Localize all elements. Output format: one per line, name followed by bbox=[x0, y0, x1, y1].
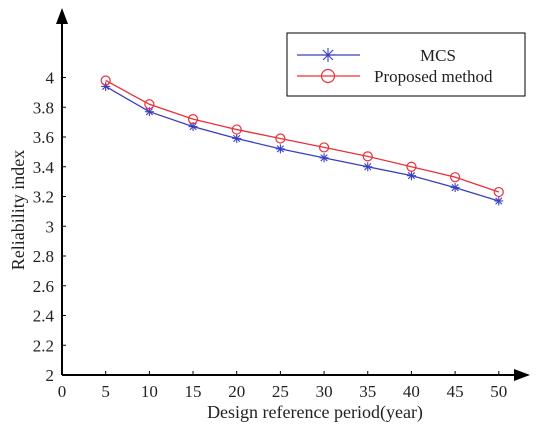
y-tick-label: 3.4 bbox=[33, 158, 55, 177]
legend: MCS Proposed method bbox=[286, 32, 526, 97]
legend-entry: MCS bbox=[297, 46, 456, 65]
data-point-circle bbox=[100, 75, 111, 86]
series-line bbox=[105, 79, 500, 193]
asterisk-stroke bbox=[233, 134, 241, 143]
series-line bbox=[105, 85, 499, 202]
y-tick-label: 4 bbox=[46, 69, 55, 88]
y-tick-label: 2 bbox=[46, 366, 55, 385]
x-axis-label: Design reference period(year) bbox=[207, 402, 423, 423]
y-tick-label: 3.2 bbox=[33, 188, 54, 207]
legend-entries: MCS Proposed method bbox=[297, 46, 493, 86]
asterisk-stroke bbox=[451, 183, 459, 192]
series-mcs bbox=[101, 81, 504, 206]
data-point-circle bbox=[493, 186, 504, 198]
series-layer bbox=[100, 75, 504, 206]
x-axis-ticks: 0 5 10 15 20 25 30 35 40 45 50 bbox=[58, 371, 507, 401]
data-point-circle bbox=[320, 68, 336, 84]
asterisk-stroke bbox=[407, 172, 416, 180]
y-tick-label: 2.8 bbox=[33, 247, 54, 266]
data-point-circle bbox=[231, 124, 242, 135]
x-tick-label: 10 bbox=[141, 382, 158, 401]
legend-entry: Proposed method bbox=[297, 67, 493, 86]
y-axis-ticks: 2 2.2 2.4 2.6 2.8 3 3.2 3.4 3.6 3.8 4 bbox=[33, 69, 66, 385]
x-tick-label: 20 bbox=[228, 382, 245, 401]
x-tick-label: 30 bbox=[316, 382, 333, 401]
data-point-asterisk bbox=[319, 153, 329, 163]
data-point-asterisk bbox=[321, 48, 335, 62]
asterisk-stroke bbox=[276, 145, 285, 153]
x-tick-label: 5 bbox=[101, 382, 110, 401]
y-axis-label: Reliability index bbox=[8, 150, 28, 270]
asterisk-stroke bbox=[495, 197, 503, 205]
y-tick-label: 3.6 bbox=[33, 128, 54, 147]
y-tick-label: 2.4 bbox=[33, 307, 55, 326]
data-point-circle bbox=[450, 172, 461, 183]
data-point-circle bbox=[318, 142, 330, 153]
data-point-circle bbox=[144, 99, 155, 110]
x-tick-label: 35 bbox=[359, 382, 376, 401]
x-axis-arrow bbox=[514, 369, 530, 381]
asterisk-stroke bbox=[322, 49, 334, 61]
y-tick-label: 2.2 bbox=[33, 336, 54, 355]
data-point-asterisk bbox=[450, 183, 460, 193]
data-point-asterisk bbox=[232, 133, 242, 143]
x-tick-label: 15 bbox=[185, 382, 202, 401]
x-tick-label: 50 bbox=[490, 382, 507, 401]
asterisk-stroke bbox=[145, 108, 153, 116]
y-tick-label: 3.8 bbox=[33, 98, 54, 117]
x-tick-label: 0 bbox=[58, 382, 67, 401]
x-tick-label: 40 bbox=[403, 382, 420, 401]
data-point-circle bbox=[275, 133, 286, 144]
series-proposed-method bbox=[100, 75, 504, 198]
data-point-asterisk bbox=[275, 144, 285, 154]
y-axis-arrow bbox=[56, 8, 68, 24]
x-tick-label: 45 bbox=[447, 382, 464, 401]
data-point-circle bbox=[406, 161, 417, 172]
legend-box bbox=[286, 32, 526, 97]
y-tick-label: 3 bbox=[46, 217, 55, 236]
data-point-asterisk bbox=[494, 196, 504, 206]
legend-label: Proposed method bbox=[374, 67, 493, 86]
asterisk-stroke bbox=[320, 154, 328, 162]
data-point-circle bbox=[362, 151, 373, 162]
asterisk-stroke bbox=[364, 163, 372, 171]
legend-label: MCS bbox=[420, 46, 456, 65]
x-tick-label: 25 bbox=[272, 382, 289, 401]
data-point-circle bbox=[187, 114, 199, 125]
asterisk-stroke bbox=[189, 122, 197, 131]
data-point-asterisk bbox=[406, 171, 416, 181]
data-point-asterisk bbox=[363, 162, 373, 172]
y-tick-label: 2.6 bbox=[33, 277, 54, 296]
